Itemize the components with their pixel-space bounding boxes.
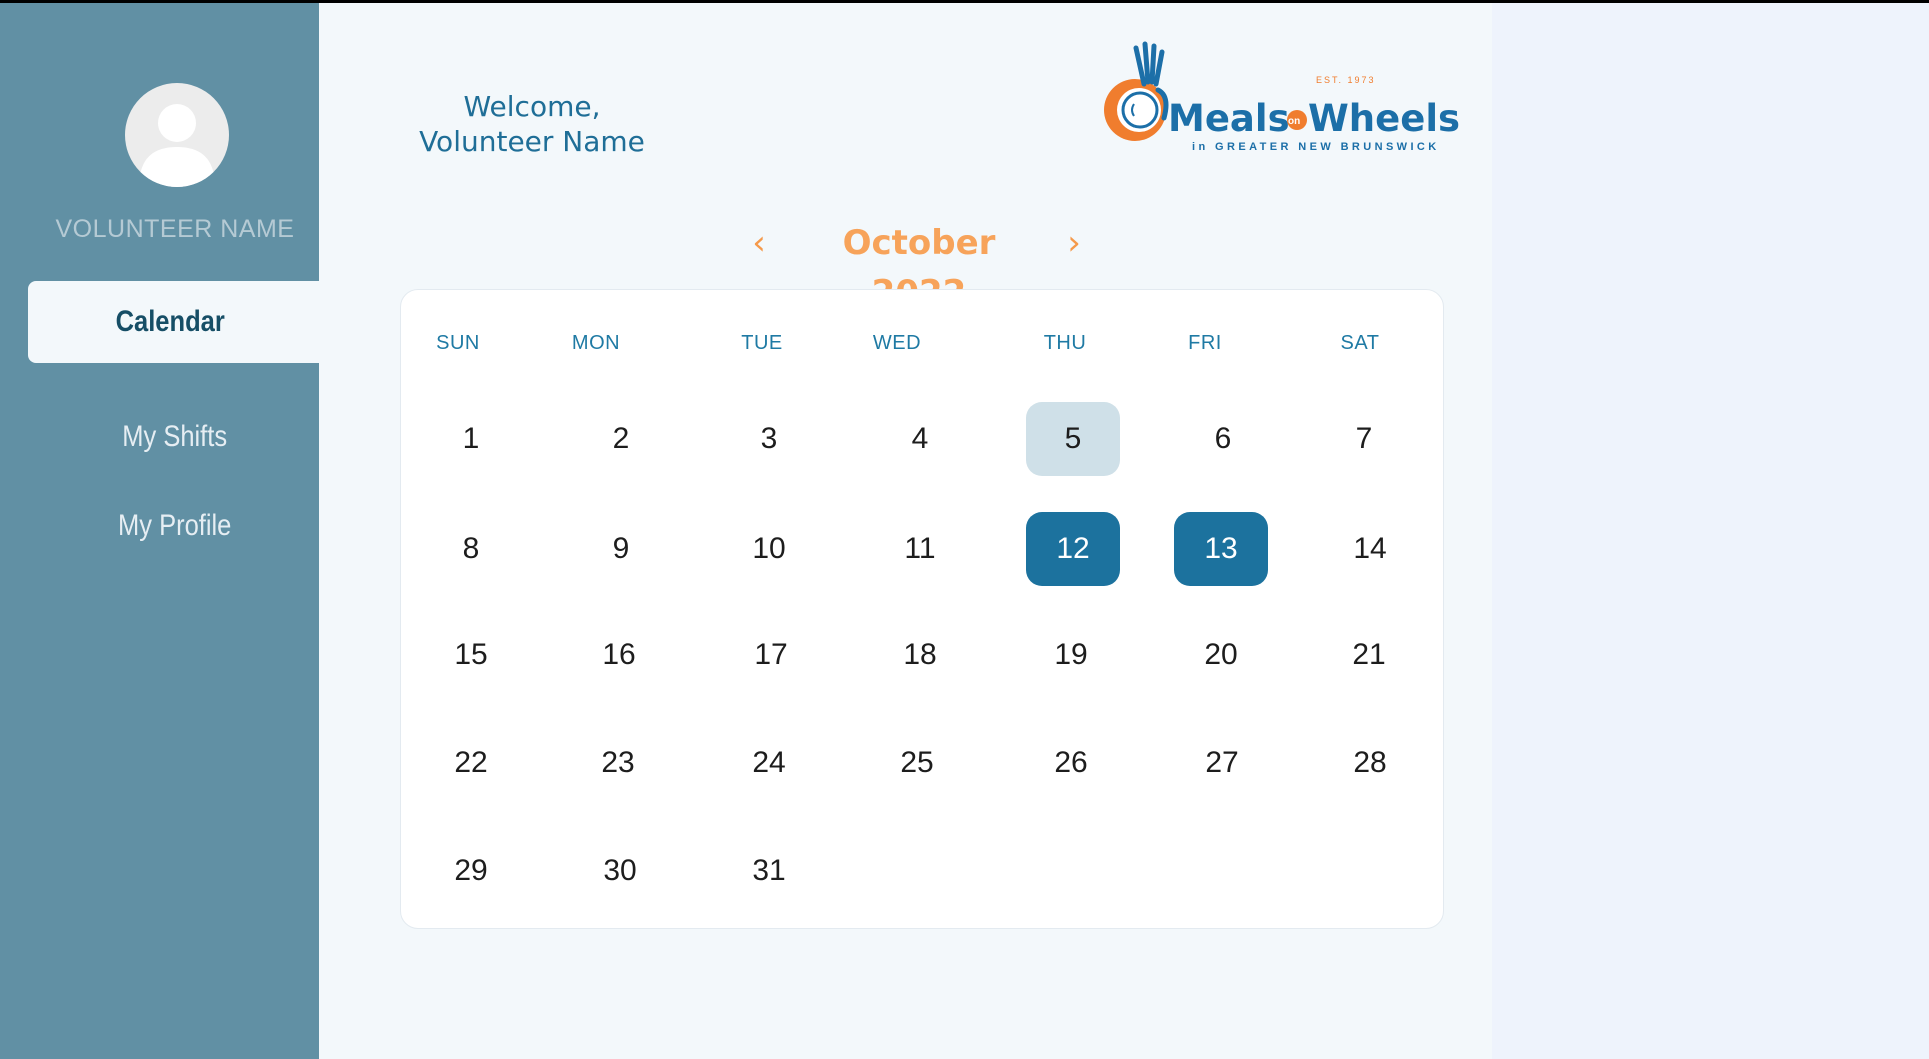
chevron-right-icon[interactable]: › — [1067, 223, 1081, 263]
right-panel — [1492, 3, 1929, 1059]
calendar-day[interactable]: 6 — [1214, 422, 1232, 455]
calendar-day[interactable]: 10 — [752, 532, 786, 565]
calendar-day[interactable]: 16 — [602, 638, 636, 671]
weekday-header: WED — [872, 332, 922, 354]
calendar-day[interactable]: 4 — [911, 422, 929, 455]
calendar-day-shift[interactable]: 13 — [1174, 512, 1268, 586]
calendar-day[interactable]: 7 — [1355, 422, 1373, 455]
calendar-day[interactable]: 11 — [904, 532, 936, 565]
welcome-user-name: Volunteer Name — [419, 125, 645, 158]
svg-text:on: on — [1288, 116, 1300, 127]
calendar-day-shift[interactable]: 12 — [1026, 512, 1120, 586]
svg-text:Wheels: Wheels — [1308, 97, 1460, 140]
month-navigator: ‹ October 2022 › — [739, 218, 1219, 313]
chevron-left-icon[interactable]: ‹ — [752, 223, 766, 263]
weekday-header: MON — [571, 332, 621, 354]
calendar-day[interactable]: 9 — [612, 532, 630, 565]
nav-item-calendar[interactable]: Calendar — [28, 281, 320, 363]
top-border — [0, 0, 1929, 3]
calendar-day[interactable]: 24 — [752, 746, 786, 779]
calendar-day[interactable]: 21 — [1352, 638, 1386, 671]
svg-text:EST. 1973: EST. 1973 — [1316, 75, 1376, 85]
nav-item-label: My Profile — [118, 509, 232, 542]
calendar-day[interactable]: 27 — [1205, 746, 1239, 779]
weekday-header: SAT — [1340, 332, 1380, 354]
svg-text:in GREATER NEW BRUNSWICK: in GREATER NEW BRUNSWICK — [1192, 141, 1440, 153]
calendar-card: SUN MON TUE WED THU FRI SAT 1 2 3 4 5 6 … — [400, 289, 1444, 929]
welcome-message: Welcome, Volunteer Name — [372, 89, 692, 159]
calendar-day[interactable]: 31 — [752, 854, 786, 887]
calendar-day[interactable]: 30 — [603, 854, 637, 887]
calendar-day[interactable]: 28 — [1353, 746, 1387, 779]
calendar-day[interactable]: 22 — [454, 746, 488, 779]
calendar-day[interactable]: 20 — [1204, 638, 1238, 671]
meals-on-wheels-logo: EST. 1973 Meals on Wheels in GREATER NEW… — [1084, 38, 1469, 153]
nav-item-my-shifts[interactable]: My Shifts — [60, 420, 290, 454]
svg-text:Meals: Meals — [1168, 97, 1290, 140]
avatar[interactable] — [125, 83, 229, 187]
volunteer-name: VOLUNTEER NAME — [55, 215, 295, 243]
weekday-header: TUE — [741, 332, 783, 354]
calendar-day[interactable]: 14 — [1353, 532, 1387, 565]
calendar-day[interactable]: 8 — [462, 532, 480, 565]
calendar-day[interactable]: 3 — [760, 422, 778, 455]
nav-item-label: Calendar — [115, 305, 225, 338]
calendar-day[interactable]: 1 — [462, 422, 480, 455]
user-icon — [139, 104, 215, 187]
weekday-header: THU — [1043, 332, 1087, 354]
weekday-header: FRI — [1188, 332, 1222, 354]
calendar-day[interactable]: 15 — [454, 638, 488, 671]
nav-item-my-profile[interactable]: My Profile — [60, 509, 290, 543]
calendar-day[interactable]: 29 — [454, 854, 488, 887]
main-content: Welcome, Volunteer Name EST. 1973 Meals … — [319, 3, 1492, 1059]
sidebar: VOLUNTEER NAME Calendar My Shifts My Pro… — [0, 3, 320, 1059]
calendar-day-today[interactable]: 5 — [1026, 402, 1120, 476]
welcome-greeting: Welcome, — [463, 90, 601, 123]
calendar-day[interactable]: 23 — [601, 746, 635, 779]
calendar-day[interactable]: 18 — [903, 638, 937, 671]
nav-item-label: My Shifts — [122, 420, 228, 453]
calendar-day[interactable]: 25 — [900, 746, 934, 779]
calendar-day[interactable]: 26 — [1054, 746, 1088, 779]
weekday-header: SUN — [436, 332, 480, 354]
calendar-day[interactable]: 17 — [754, 638, 788, 671]
calendar-day[interactable]: 19 — [1054, 638, 1088, 671]
calendar-day[interactable]: 2 — [612, 422, 630, 455]
